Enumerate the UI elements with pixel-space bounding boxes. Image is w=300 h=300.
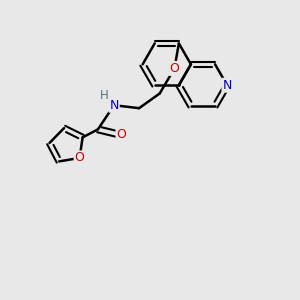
Text: N: N [223, 79, 232, 92]
Text: O: O [116, 128, 126, 141]
Text: O: O [75, 152, 85, 164]
Text: H: H [99, 89, 108, 102]
Text: O: O [169, 62, 179, 75]
Text: N: N [110, 99, 119, 112]
